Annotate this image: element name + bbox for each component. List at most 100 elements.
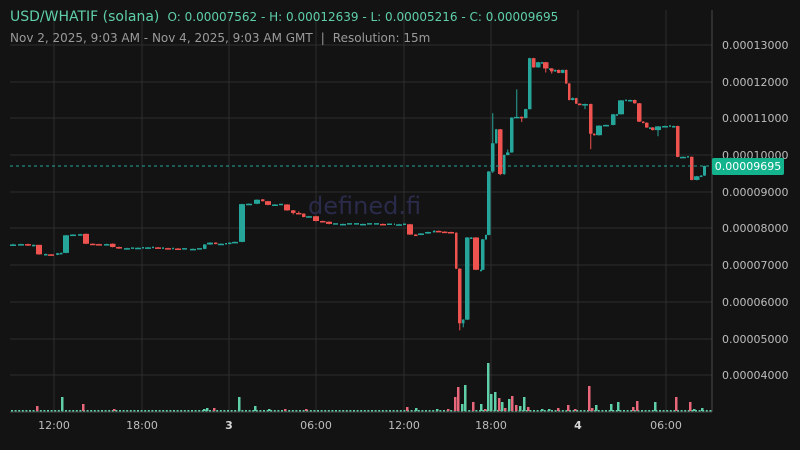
volume-bar <box>180 410 183 412</box>
volume-bar <box>494 392 497 411</box>
candle-body <box>462 319 465 324</box>
volume-bar <box>457 387 460 411</box>
volume-bar <box>137 410 139 412</box>
volume-bar <box>498 398 501 411</box>
volume-bar <box>548 409 551 411</box>
candle-body <box>306 216 312 218</box>
y-tick-label: 0.00005000 <box>722 333 788 346</box>
volume-bar <box>367 410 370 412</box>
candle-body <box>616 114 618 116</box>
volume-bar <box>541 409 544 411</box>
candle-body <box>418 233 424 235</box>
candle-body <box>296 212 302 215</box>
volume-bar <box>677 410 679 412</box>
candle-body <box>214 242 218 245</box>
volume-bar <box>288 410 291 412</box>
candle-body <box>672 126 676 128</box>
x-tick-label: 06:00 <box>300 419 332 432</box>
volume-bar <box>173 410 175 412</box>
volume-bar <box>378 410 381 412</box>
volume-bar <box>254 406 257 411</box>
volume-bar <box>482 410 485 412</box>
volume-bar <box>569 410 571 412</box>
separator: | <box>320 31 325 45</box>
volume-bar <box>644 410 647 412</box>
y-tick-label: 0.00004000 <box>722 369 788 382</box>
candle-body <box>442 231 448 234</box>
candle-body <box>407 224 413 235</box>
resolution-label: Resolution: 15m <box>332 31 431 45</box>
volume-bar <box>227 410 229 412</box>
candle-body <box>190 248 196 251</box>
volume-bar <box>61 397 64 411</box>
volume-bar <box>356 410 359 412</box>
x-tick-label: 12:00 <box>388 419 420 432</box>
candle-body <box>78 234 83 236</box>
candle-body <box>550 68 554 72</box>
x-axis-labels: 12:00 18:00 3 06:00 12:00 18:00 4 06:00 <box>38 419 682 432</box>
candle-body <box>498 129 503 175</box>
volume-bar <box>439 410 442 412</box>
candle-body <box>135 247 141 250</box>
volume-bar <box>374 410 377 412</box>
volume-bar <box>632 407 635 411</box>
candle-body <box>32 244 36 247</box>
volume-bar <box>654 402 657 411</box>
volume-bar <box>695 410 697 412</box>
candle-body <box>291 210 296 213</box>
volume-bar <box>557 408 560 411</box>
candle-body <box>313 216 319 221</box>
candle-body <box>320 221 326 223</box>
volume-bar <box>14 410 17 412</box>
volume-bar <box>533 410 535 412</box>
volume-bar <box>183 410 186 412</box>
volume-bar <box>511 396 514 411</box>
volume-bar <box>238 397 241 411</box>
volume-bar <box>421 410 424 412</box>
candle-body <box>642 121 645 124</box>
volume-bar <box>234 410 237 412</box>
volume-bar <box>615 410 618 412</box>
candle-body <box>506 152 510 155</box>
x-tick-label: 4 <box>574 419 582 432</box>
volume-bar <box>21 410 24 412</box>
grid-lines <box>10 10 712 412</box>
volume-bar <box>651 410 654 412</box>
volume-bar <box>151 410 154 412</box>
candle-body <box>165 248 171 250</box>
candle-body <box>676 126 680 157</box>
volume-bar <box>39 410 42 412</box>
volume-bar <box>630 410 633 412</box>
candle-body <box>48 254 54 256</box>
volume-bar <box>475 410 478 412</box>
candle-body <box>694 176 700 180</box>
candle-body <box>571 98 575 100</box>
volume-bar <box>223 410 226 412</box>
candle-body <box>645 122 649 128</box>
candle-body <box>70 234 76 237</box>
volume-bar <box>608 410 611 412</box>
candle-body <box>360 223 366 226</box>
candle-body <box>458 268 462 324</box>
watermark: defined.fi <box>308 192 421 220</box>
volume-bar <box>302 410 305 412</box>
candle-body <box>662 126 668 128</box>
volume-bar <box>371 410 373 412</box>
volume-bar <box>29 410 31 412</box>
volume-bar <box>338 410 341 412</box>
volume-bar <box>122 410 125 412</box>
volume-bar <box>673 410 676 412</box>
candle-body <box>380 223 386 226</box>
volume-bar <box>140 410 143 412</box>
candle-body <box>433 230 436 233</box>
volume-bar <box>443 410 445 412</box>
volume-bar <box>331 410 334 412</box>
volume-bar <box>54 410 57 412</box>
volume-bar <box>194 410 197 412</box>
candle-body <box>284 204 290 211</box>
candle-body <box>448 232 454 234</box>
candle-body <box>649 127 651 129</box>
volume-bar <box>529 410 532 412</box>
range-row: Nov 2, 2025, 9:03 AM - Nov 4, 2025, 9:03… <box>10 31 558 45</box>
